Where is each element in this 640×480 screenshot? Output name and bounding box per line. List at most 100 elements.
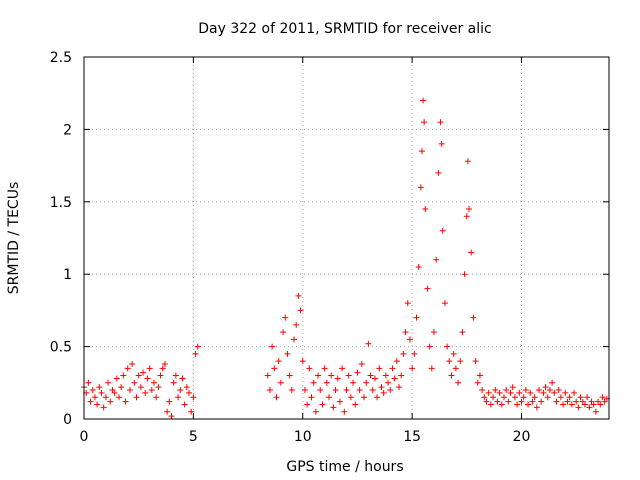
data-point: [455, 379, 462, 386]
plot-frame: [83, 56, 610, 420]
data-point: [566, 394, 573, 401]
data-point: [544, 394, 551, 401]
data-point: [424, 285, 431, 292]
data-point: [161, 360, 168, 367]
data-point: [417, 184, 424, 191]
data-point: [137, 384, 144, 391]
data-point: [557, 394, 564, 401]
x-tick-label: 5: [189, 429, 198, 445]
data-point: [450, 350, 457, 357]
data-point: [282, 314, 289, 321]
data-point: [577, 394, 584, 401]
data-point: [391, 375, 398, 382]
data-point: [323, 379, 330, 386]
data-point: [266, 387, 273, 394]
data-point: [168, 413, 175, 420]
data-point: [546, 387, 553, 394]
data-point: [441, 300, 448, 307]
data-point: [516, 389, 523, 396]
data-point: [177, 387, 184, 394]
data-point: [378, 384, 385, 391]
data-point: [310, 379, 317, 386]
data-point: [319, 401, 326, 408]
y-tick-label: 0.5: [50, 340, 72, 356]
data-point: [321, 365, 328, 372]
data-point: [192, 350, 199, 357]
y-axis-title: SRMTID / TECUs: [6, 182, 22, 295]
data-point: [380, 389, 387, 396]
data-point: [568, 401, 575, 408]
data-point: [396, 384, 402, 391]
data-point: [422, 206, 429, 213]
data-point: [142, 389, 149, 396]
data-point: [175, 394, 182, 401]
data-point: [421, 119, 428, 126]
data-point: [564, 398, 571, 405]
data-point: [461, 271, 468, 278]
data-point: [315, 372, 322, 379]
x-tick-label: 10: [294, 429, 312, 445]
data-point: [409, 365, 416, 372]
data-point: [531, 394, 538, 401]
data-point: [131, 379, 138, 386]
data-point: [549, 379, 556, 386]
data-point: [194, 343, 201, 350]
data-point: [135, 372, 142, 379]
data-point: [389, 365, 396, 372]
data-point: [188, 408, 195, 415]
data-point: [146, 365, 153, 372]
data-point: [573, 398, 580, 405]
data-point: [124, 365, 131, 372]
data-point: [472, 358, 479, 365]
data-point: [120, 372, 127, 379]
data-point: [363, 379, 370, 386]
data-point: [367, 372, 374, 379]
data-point: [172, 372, 179, 379]
data-point: [293, 321, 300, 328]
data-point: [170, 379, 177, 386]
data-point: [347, 394, 354, 401]
data-point: [264, 372, 271, 379]
data-point: [426, 343, 433, 350]
data-point: [157, 372, 164, 379]
data-point: [400, 350, 407, 357]
data-point: [126, 387, 133, 394]
data-point: [509, 384, 516, 391]
data-point: [498, 401, 505, 408]
data-point: [332, 387, 339, 394]
data-point: [452, 365, 459, 372]
data-point: [492, 387, 499, 394]
data-point: [428, 365, 435, 372]
data-point: [107, 398, 114, 405]
data-point: [330, 404, 337, 411]
data-point: [511, 394, 518, 401]
data-point: [85, 379, 92, 386]
x-tick-label: 15: [403, 429, 421, 445]
data-point: [470, 314, 477, 321]
data-point: [356, 387, 363, 394]
data-point: [581, 401, 588, 408]
data-point: [483, 398, 490, 405]
data-point: [328, 372, 335, 379]
data-point: [529, 398, 536, 405]
data-point: [527, 389, 534, 396]
data-point: [374, 394, 381, 401]
data-point: [269, 343, 276, 350]
data-point: [586, 404, 593, 411]
data-point: [339, 365, 346, 372]
data-point: [122, 398, 129, 405]
data-point: [280, 329, 287, 336]
data-point: [474, 379, 481, 386]
data-point: [420, 97, 427, 104]
data-point: [571, 389, 577, 396]
data-point: [299, 358, 306, 365]
data-point: [271, 365, 278, 372]
data-point: [186, 389, 192, 396]
data-point: [94, 401, 101, 408]
data-point: [317, 387, 324, 394]
data-point: [446, 358, 453, 365]
data-point: [179, 375, 186, 382]
data-point: [190, 394, 197, 401]
data-point: [334, 375, 341, 382]
